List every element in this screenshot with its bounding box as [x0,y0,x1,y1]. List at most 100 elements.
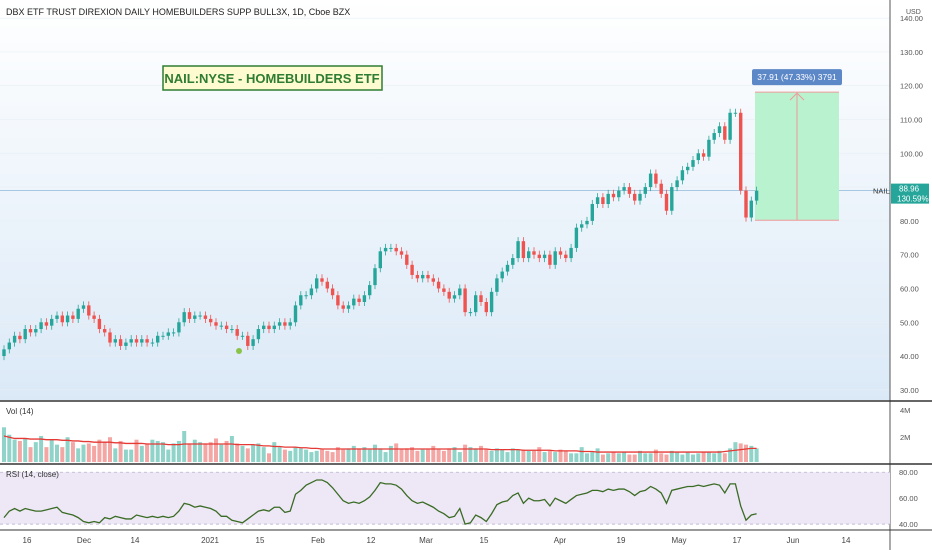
price-tick-label: 40.00 [900,352,919,361]
current-price-badge: NAIL 88.96 130.59% [873,183,929,204]
candle-body [71,315,75,319]
candle-body [368,285,372,296]
volume-bar [351,445,356,462]
volume-bar [267,453,271,462]
candle-body [516,241,520,259]
volume-bar [558,449,563,462]
volume-bar [298,448,303,462]
volume-bar [335,447,340,462]
candle-body [209,318,213,323]
time-axis-label: 14 [842,536,851,545]
time-axis-label: 19 [617,536,626,545]
price-tick-label: 70.00 [900,251,919,260]
volume-bar [251,444,256,462]
time-axis-label: Dec [77,536,91,545]
volume-bar [224,440,229,462]
volume-bar [415,450,420,462]
candle-body [532,251,536,255]
candle-body [611,193,616,198]
candle-body [680,170,685,181]
volume-bar [653,449,658,462]
volume-bar [659,453,664,462]
candle-body [553,251,557,265]
candle-body [65,315,70,323]
candle-body [484,302,488,313]
volume-pane: Vol (14) 4M 2M [2,406,910,462]
annotation-text: NAIL:NYSE - HOMEBUILDERS ETF [164,71,379,86]
volume-bar [457,452,462,462]
candle-body [304,295,308,297]
measure-label-box [752,69,842,86]
volume-bar [245,448,250,462]
price-pane-background [0,0,890,400]
volume-bar [378,448,383,462]
candle-body [299,295,303,306]
volume-bar [420,449,425,462]
candle-body [140,339,144,343]
volume-bar [325,450,330,462]
volume-bar [574,453,579,462]
candle-body [728,112,732,140]
volume-bar [150,439,155,462]
candle-body [606,193,610,204]
event-marker[interactable] [236,348,242,354]
candle-body [548,254,552,265]
measure-label: 37.91 (47.33%) 3791 [757,72,837,82]
volume-bar [288,450,293,462]
volume-bar [373,444,377,462]
price-tick-label: 110.00 [900,116,922,125]
volume-bar [198,442,203,462]
volume-bar [28,447,33,462]
candle-body [193,315,197,319]
volume-bar [521,449,526,462]
candle-body [574,227,579,248]
candle-body [468,312,473,314]
volume-bar [638,450,642,462]
candle-body [479,295,483,302]
volume-bar [563,450,568,462]
volume-bar [410,447,415,462]
candle-body [177,322,181,333]
candle-body [108,332,112,343]
volume-bar [219,444,224,462]
volume-bar [489,450,494,462]
candle-body [394,247,398,252]
candle-body [251,339,255,346]
time-axis-label: 15 [256,536,265,545]
volume-ma-line [3,435,757,453]
candle-body [383,247,388,252]
volume-bar [86,443,91,462]
volume-bar [33,442,38,462]
volume-bar [701,452,706,462]
candle-body [18,335,22,340]
volume-bar [161,442,165,462]
annotation-box[interactable]: NAIL:NYSE - HOMEBUILDERS ETF [162,65,383,91]
volume-tick-4m: 4M [900,406,910,415]
candle-body [638,193,642,201]
volume-bar [664,454,669,462]
price-tick-label: 80.00 [900,217,919,226]
price-range-measure[interactable]: 37.91 (47.33%) 3791 [752,69,842,221]
candle-body [129,339,133,343]
volume-label: Vol (14) [6,407,34,416]
volume-bar [494,448,499,462]
candle-body [97,318,102,330]
time-axis-label: 2021 [201,536,219,545]
candle-body [81,305,86,309]
volume-bar [452,447,457,462]
candle-body [60,315,64,323]
time-axis-label: Apr [554,536,567,545]
volume-bar [314,450,319,462]
volume-bar [102,442,107,462]
volume-bar [754,448,759,462]
time-axis[interactable]: 16 Dec 14 2021 15 Feb 12 Mar 15 Apr 19 May 17 Jun 14 [23,536,851,545]
candle-body [28,329,33,333]
candle-body [601,197,605,204]
volume-tick-2m: 2M [900,433,910,442]
volume-bar [214,438,218,462]
volume-bar [2,427,6,462]
volume-bar [55,444,59,462]
volume-bar [479,445,483,462]
measure-arrow-head [789,92,805,101]
